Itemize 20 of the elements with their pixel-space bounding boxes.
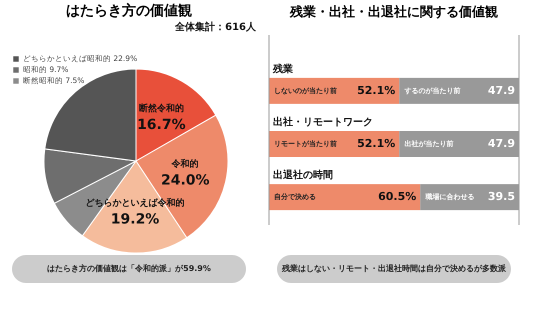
- text: はたらき方の価値観は「令和的派」が59.9%: [47, 263, 211, 273]
- category-label: 出退社の時間: [273, 170, 333, 182]
- data-label: 39.5: [488, 190, 515, 204]
- text: 残業はしない・リモート・出退社時間は自分で決めるが多数派: [281, 264, 507, 273]
- data-label: 24.0%: [160, 172, 210, 189]
- slice-label: 令和的: [170, 158, 199, 170]
- chart-title: はたらき方の価値観: [66, 2, 192, 19]
- category-label: 出社・リモートワーク: [273, 117, 373, 128]
- chart-title: 残業・出社・出退社に関する価値観: [289, 4, 498, 20]
- data-label: 52.1%: [357, 84, 396, 97]
- slice-label: 断然令和的: [138, 103, 184, 114]
- data-label: 47.9: [488, 84, 515, 97]
- data-label: 19.2%: [110, 212, 160, 228]
- data-label: 47.9: [488, 137, 515, 150]
- data-label: 16.7%: [137, 117, 186, 134]
- category-label: 残業: [273, 64, 293, 75]
- data-label: 60.5%: [378, 190, 416, 204]
- data-label: 52.1%: [357, 137, 396, 150]
- text: 全体集計：616人: [174, 21, 257, 33]
- slice-label: どちらかといえば令和的: [86, 198, 185, 209]
